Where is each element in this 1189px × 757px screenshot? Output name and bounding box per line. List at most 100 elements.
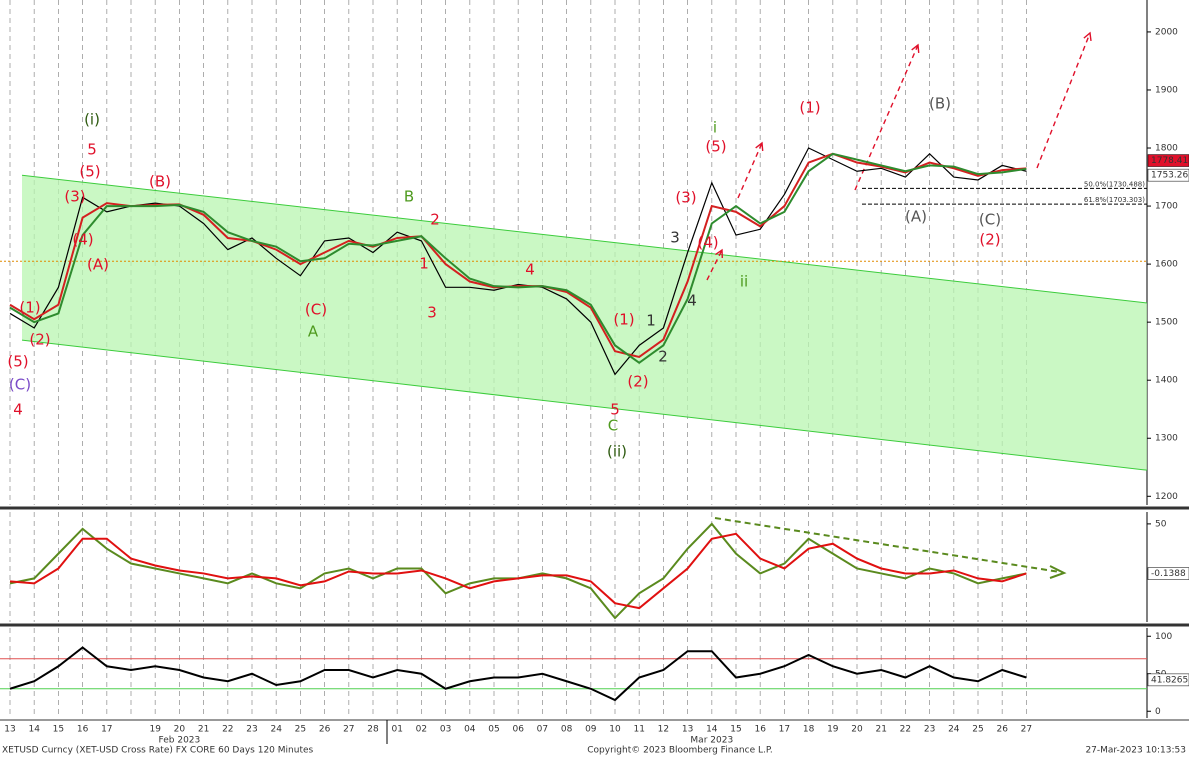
series-line [9,532,1027,610]
x-tick-label: 15 [53,725,64,735]
x-tick-label: 26 [319,725,331,735]
wave-label: i [713,119,717,137]
x-tick-label: 22 [900,725,911,735]
x-tick-label: 27 [1021,725,1032,735]
copyright: Copyright© 2023 Bloomberg Finance L.P. [587,746,772,756]
fib-label: 61.8%(1703.303) [1084,196,1145,204]
x-tick-label: 16 [77,725,89,735]
series-line [9,152,1027,365]
wave-label: ii [740,273,748,291]
month-label: Mar 2023 [690,736,733,746]
y-tick-label: 0 [1155,707,1161,717]
wave-label: A [308,323,319,341]
x-tick-label: 19 [149,725,161,735]
projection-arrow [1036,32,1091,169]
wave-label: 3 [427,304,437,322]
wave-label: 5 [610,401,620,419]
x-tick-label: 17 [101,725,112,735]
wave-label: (5) [705,138,726,156]
wave-label: 1 [646,312,656,330]
trend-arrow [714,517,1061,573]
arrow-head [715,248,723,259]
last-value-label: 1778.413 [1151,156,1189,166]
x-tick-label: 13 [682,725,693,735]
channel [22,175,1147,471]
x-tick-label: 22 [222,725,233,735]
last-value-box [1147,168,1189,182]
channel-upper [21,174,1148,304]
last-value-box [1147,567,1189,580]
last-value-box [1147,673,1189,687]
wave-label: (4) [72,231,93,249]
y-tick-label: 1300 [1155,434,1178,444]
wave-label: (A) [905,208,927,226]
y-tick-label: 1800 [1155,144,1178,154]
month-label: Feb 2023 [159,736,201,746]
x-tick-label: 04 [464,725,476,735]
y-tick-label: 1600 [1155,260,1178,270]
last-value-label: 41.8265 [1151,675,1188,685]
y-tick-label: 1200 [1155,492,1178,502]
x-tick-label: 10 [609,725,621,735]
x-tick-label: 15 [730,725,741,735]
wave-label: (i) [84,111,100,129]
x-tick-label: 20 [851,725,863,735]
channel-lower [21,339,1148,471]
x-tick-label: 25 [295,725,306,735]
x-tick-label: 21 [875,725,886,735]
y-tick-label: 100 [1155,632,1172,642]
wave-label: 2 [658,348,668,366]
projection-arrow [706,249,723,281]
wave-label: (3) [64,188,85,206]
x-tick-label: 09 [585,725,597,735]
x-tick-label: 27 [343,725,354,735]
x-tick-label: 20 [174,725,186,735]
x-tick-label: 23 [246,725,257,735]
y-tick-label: 1900 [1155,85,1178,95]
x-tick-label: 08 [561,725,573,735]
x-tick-label: 14 [28,725,40,735]
wave-label: (B) [149,173,171,191]
wave-label: (2) [627,373,648,391]
x-tick-label: 13 [4,725,15,735]
wave-label: (1) [799,99,820,117]
y-tick-label: 2000 [1155,27,1178,37]
x-tick-label: 24 [948,725,960,735]
y-tick-label: 1700 [1155,202,1178,212]
wave-label: 4 [687,292,697,310]
wave-label: (5) [7,353,28,371]
wave-label: (3) [675,189,696,207]
x-tick-label: 21 [198,725,209,735]
x-tick-label: 26 [996,725,1008,735]
wave-label: 3 [670,229,680,247]
series-line [9,147,1027,376]
wave-label: (C) [9,376,31,394]
wave-label: (ii) [607,443,627,461]
projection-arrow [737,142,763,199]
wave-label: C [608,417,618,435]
wave-label: (C) [979,211,1001,229]
wave-label: B [404,188,414,206]
y-tick-label: 50 [1155,519,1167,529]
y-tick-label: 1500 [1155,318,1178,328]
arrow-head [1049,565,1067,579]
wave-label: (C) [305,301,327,319]
x-tick-label: 01 [391,725,402,735]
wave-label: (4) [697,234,718,252]
x-tick-label: 16 [754,725,766,735]
arrow-head [755,141,764,152]
x-tick-label: 25 [972,725,983,735]
x-tick-label: 12 [658,725,669,735]
wave-label: 2 [430,211,440,229]
x-tick-label: 11 [633,725,644,735]
wave-label: (5) [79,163,100,181]
x-tick-label: 23 [924,725,935,735]
x-tick-label: 02 [416,725,427,735]
wave-label: (1) [19,299,40,317]
x-tick-label: 28 [367,725,379,735]
wave-label: 1 [419,255,429,273]
x-tick-label: 06 [512,725,524,735]
wave-label: 5 [87,141,97,159]
timestamp: 27-Mar-2023 10:13:53 [1085,746,1186,756]
